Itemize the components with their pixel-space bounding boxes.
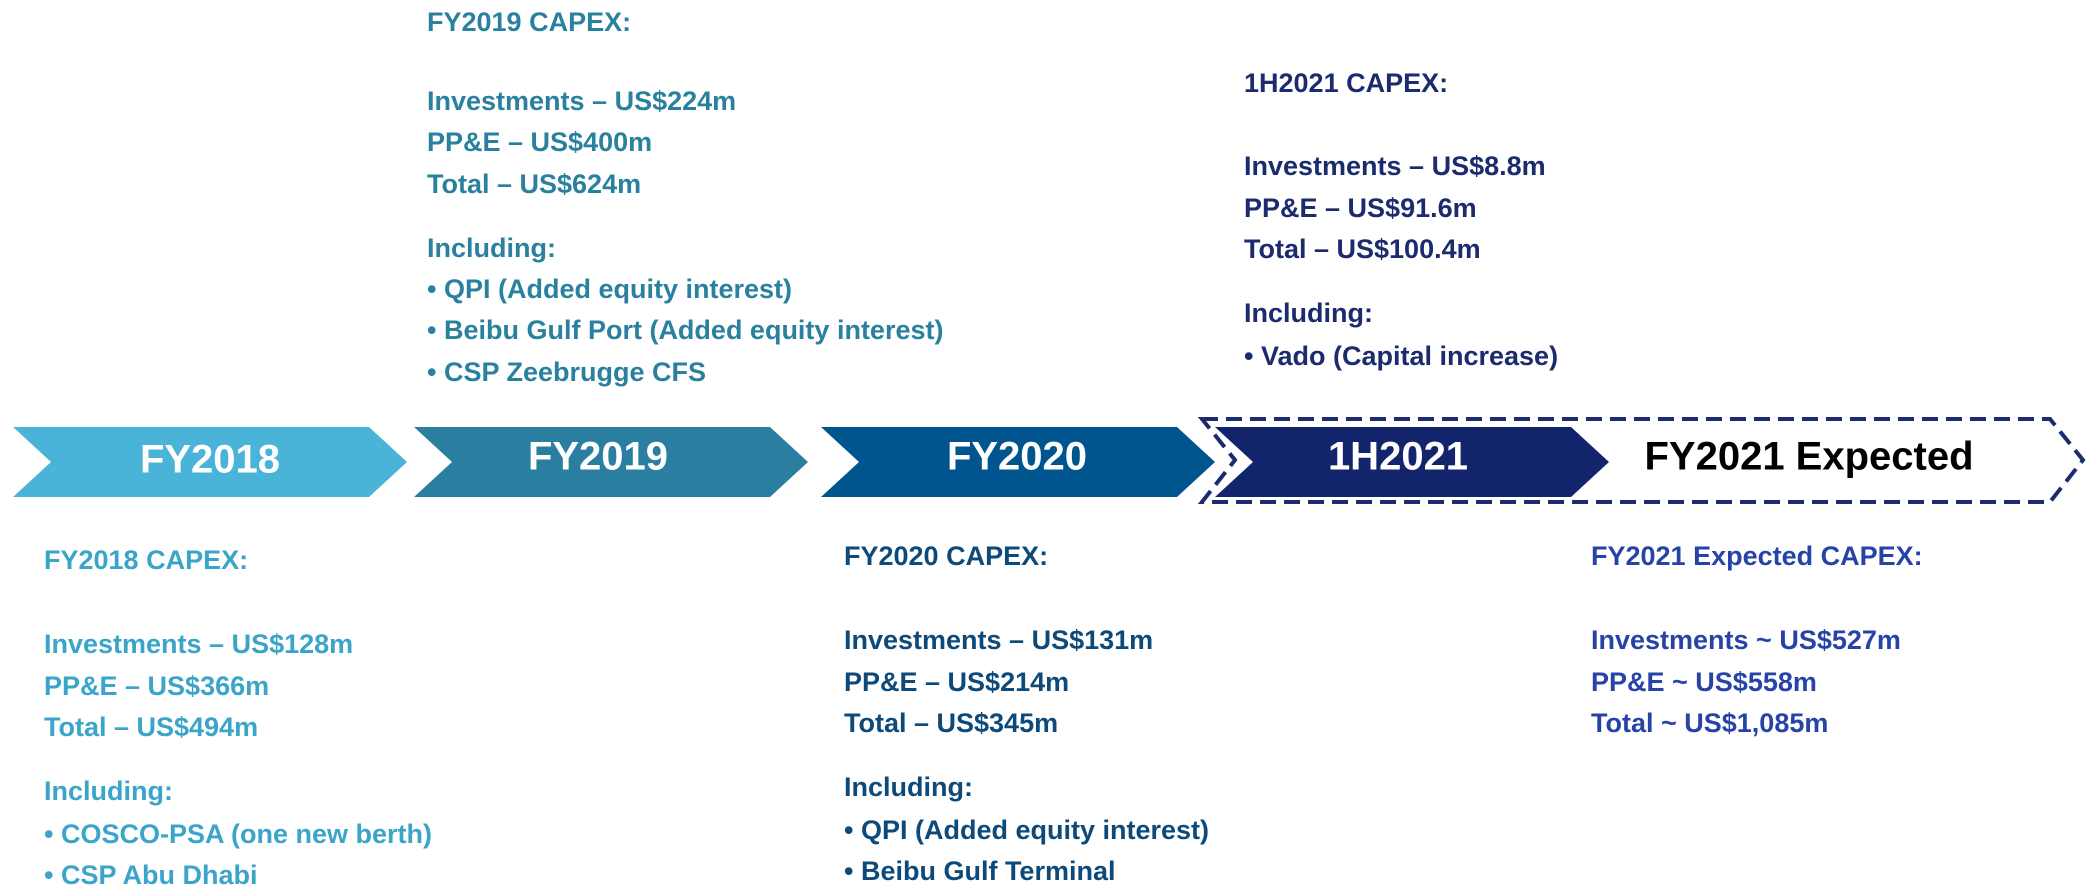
block-line: Total – US$100.4m: [1244, 234, 1481, 264]
including-item: • CSP Abu Dhabi: [44, 860, 257, 889]
stage-chevron: [13, 427, 407, 497]
block-line: PP&E – US$366m: [44, 671, 269, 701]
including-item: • Beibu Gulf Terminal: [844, 856, 1115, 886]
including-item: • Vado (Capital increase): [1244, 341, 1558, 371]
block-line: PP&E ~ US$558m: [1591, 667, 1817, 697]
block-title: FY2019 CAPEX:: [427, 7, 631, 37]
block-line: PP&E – US$91.6m: [1244, 193, 1477, 223]
block-line: PP&E – US$400m: [427, 127, 652, 157]
block-line: Total ~ US$1,085m: [1591, 708, 1828, 738]
including-item: • COSCO-PSA (one new berth): [44, 819, 432, 849]
block-line: Total – US$345m: [844, 708, 1058, 738]
block-line: Total – US$624m: [427, 169, 641, 199]
stage-label: FY2021 Expected: [1644, 435, 1973, 479]
including-heading: Including:: [44, 776, 173, 806]
block-line: Investments ~ US$527m: [1591, 625, 1901, 655]
block-line: Total – US$494m: [44, 712, 258, 742]
including-heading: Including:: [1244, 298, 1373, 328]
stage-chevron: [821, 427, 1215, 497]
block-line: Investments – US$131m: [844, 625, 1153, 655]
including-item: • Beibu Gulf Port (Added equity interest…: [427, 315, 943, 345]
stage-label: FY2018: [140, 438, 280, 482]
stage-label: 1H2021: [1328, 435, 1468, 479]
block-line: PP&E – US$214m: [844, 667, 1069, 697]
block-title: FY2020 CAPEX:: [844, 541, 1048, 571]
block-title: FY2021 Expected CAPEX:: [1591, 541, 1923, 571]
stage-chevron: [414, 427, 808, 497]
block-title: FY2018 CAPEX:: [44, 545, 248, 575]
including-item: • QPI (Added equity interest): [844, 815, 1209, 845]
including-heading: Including:: [427, 233, 556, 263]
block-title: 1H2021 CAPEX:: [1244, 68, 1448, 98]
stage-chevron: [1215, 427, 1609, 497]
expected-outline: [1197, 417, 2086, 504]
block-line: Investments – US$8.8m: [1244, 151, 1546, 181]
including-item: • QPI (Added equity interest): [427, 274, 792, 304]
stage-label: FY2020: [947, 435, 1087, 479]
including-item: • CSP Zeebrugge CFS: [427, 357, 706, 387]
block-line: Investments – US$128m: [44, 629, 353, 659]
including-heading: Including:: [844, 772, 973, 802]
stage-label: FY2019: [528, 435, 668, 479]
block-line: Investments – US$224m: [427, 86, 736, 116]
